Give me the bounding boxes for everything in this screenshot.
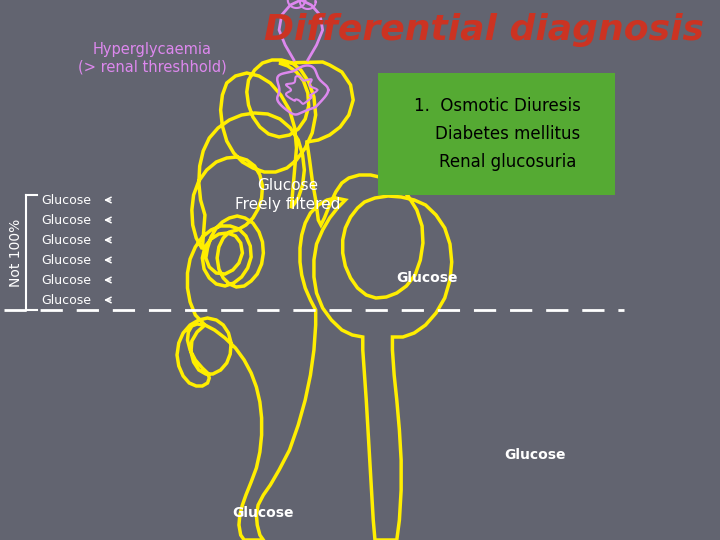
Text: Glucose: Glucose (41, 233, 91, 246)
Text: Glucose: Glucose (504, 448, 565, 462)
Text: Hyperglycaemia
(> renal threshhold): Hyperglycaemia (> renal threshhold) (78, 42, 227, 74)
Text: Glucose: Glucose (41, 213, 91, 226)
Text: Glucose: Glucose (41, 253, 91, 267)
Text: 1.  Osmotic Diuresis
    Diabetes mellitus
    Renal glucosuria: 1. Osmotic Diuresis Diabetes mellitus Re… (413, 97, 580, 171)
Text: Glucose: Glucose (41, 294, 91, 307)
Text: Not 100%: Not 100% (9, 219, 23, 287)
Text: Glucose: Glucose (233, 506, 294, 520)
FancyBboxPatch shape (377, 73, 615, 195)
Text: Glucose: Glucose (41, 273, 91, 287)
Text: Glucose: Glucose (41, 193, 91, 206)
Text: Glucose
Freely filtered: Glucose Freely filtered (235, 178, 341, 212)
Text: Differential diagnosis: Differential diagnosis (264, 13, 704, 47)
Text: Glucose: Glucose (397, 271, 458, 285)
